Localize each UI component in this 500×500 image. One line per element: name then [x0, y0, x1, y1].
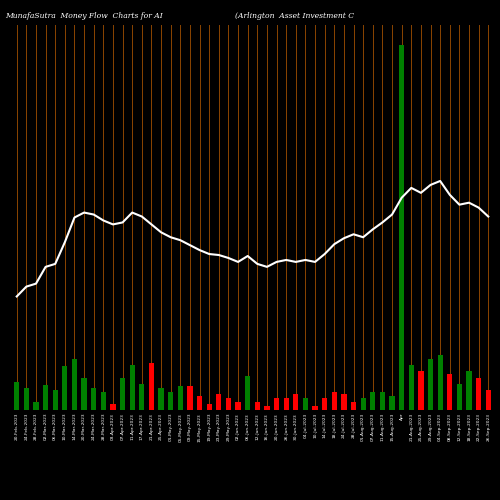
Bar — [245, 376, 250, 410]
Bar — [72, 358, 77, 410]
Bar — [390, 396, 394, 410]
Bar — [322, 398, 328, 410]
Bar — [486, 390, 491, 410]
Bar — [82, 378, 86, 410]
Bar — [370, 392, 376, 410]
Bar — [399, 44, 404, 410]
Bar — [158, 388, 164, 410]
Bar — [332, 392, 337, 410]
Bar — [110, 404, 116, 410]
Bar — [130, 364, 135, 410]
Bar — [43, 386, 49, 410]
Bar — [360, 398, 366, 410]
Bar — [91, 388, 96, 410]
Bar — [380, 392, 385, 410]
Bar — [293, 394, 298, 410]
Bar — [52, 390, 58, 410]
Bar — [466, 370, 471, 410]
Bar — [216, 394, 222, 410]
Bar — [447, 374, 452, 410]
Bar — [254, 402, 260, 410]
Bar — [456, 384, 462, 410]
Bar — [34, 402, 38, 410]
Bar — [168, 392, 173, 410]
Bar — [342, 394, 346, 410]
Bar — [120, 378, 125, 410]
Bar — [14, 382, 20, 410]
Bar — [178, 386, 183, 410]
Bar — [100, 392, 106, 410]
Bar — [418, 370, 424, 410]
Bar — [476, 378, 482, 410]
Bar — [303, 398, 308, 410]
Bar — [62, 366, 68, 410]
Bar — [139, 384, 144, 410]
Bar — [284, 398, 289, 410]
Bar — [438, 354, 443, 410]
Bar — [149, 362, 154, 410]
Text: MunafaSutra  Money Flow  Charts for AI: MunafaSutra Money Flow Charts for AI — [5, 12, 163, 20]
Bar — [24, 388, 29, 410]
Bar — [351, 402, 356, 410]
Bar — [274, 398, 279, 410]
Bar — [197, 396, 202, 410]
Bar — [264, 406, 270, 410]
Bar — [226, 398, 231, 410]
Bar — [312, 406, 318, 410]
Bar — [408, 364, 414, 410]
Bar — [428, 358, 433, 410]
Bar — [188, 386, 192, 410]
Text: (Arlington  Asset Investment C: (Arlington Asset Investment C — [235, 12, 354, 20]
Bar — [236, 402, 240, 410]
Bar — [206, 404, 212, 410]
